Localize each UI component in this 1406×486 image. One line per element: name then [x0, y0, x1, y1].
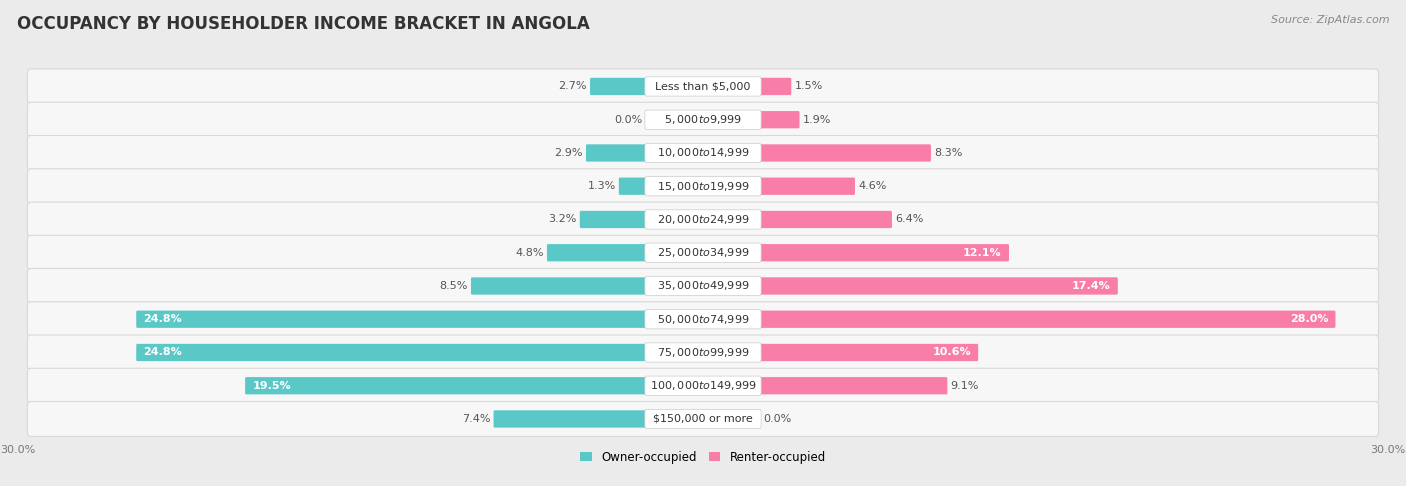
FancyBboxPatch shape	[494, 410, 648, 428]
Text: $150,000 or more: $150,000 or more	[654, 414, 752, 424]
Text: $10,000 to $14,999: $10,000 to $14,999	[657, 146, 749, 159]
FancyBboxPatch shape	[136, 344, 648, 361]
FancyBboxPatch shape	[758, 377, 948, 394]
FancyBboxPatch shape	[27, 102, 1379, 137]
Text: 1.3%: 1.3%	[588, 181, 616, 191]
FancyBboxPatch shape	[27, 69, 1379, 104]
FancyBboxPatch shape	[758, 211, 891, 228]
FancyBboxPatch shape	[27, 202, 1379, 237]
Text: $100,000 to $149,999: $100,000 to $149,999	[650, 379, 756, 392]
Text: 8.3%: 8.3%	[934, 148, 962, 158]
FancyBboxPatch shape	[27, 368, 1379, 403]
FancyBboxPatch shape	[591, 78, 648, 95]
FancyBboxPatch shape	[645, 409, 761, 429]
Text: 1.9%: 1.9%	[803, 115, 831, 125]
FancyBboxPatch shape	[758, 344, 979, 361]
Text: 24.8%: 24.8%	[143, 314, 183, 324]
Text: 2.7%: 2.7%	[558, 82, 586, 91]
Text: 9.1%: 9.1%	[950, 381, 979, 391]
FancyBboxPatch shape	[645, 143, 761, 163]
Text: $5,000 to $9,999: $5,000 to $9,999	[664, 113, 742, 126]
FancyBboxPatch shape	[27, 268, 1379, 303]
Text: 24.8%: 24.8%	[143, 347, 183, 358]
Text: $25,000 to $34,999: $25,000 to $34,999	[657, 246, 749, 259]
Text: 12.1%: 12.1%	[963, 248, 1002, 258]
Text: 1.5%: 1.5%	[794, 82, 823, 91]
FancyBboxPatch shape	[27, 136, 1379, 171]
Text: $50,000 to $74,999: $50,000 to $74,999	[657, 312, 749, 326]
Text: 4.8%: 4.8%	[516, 248, 544, 258]
Text: 10.6%: 10.6%	[932, 347, 972, 358]
Text: 7.4%: 7.4%	[463, 414, 491, 424]
FancyBboxPatch shape	[645, 210, 761, 229]
FancyBboxPatch shape	[27, 401, 1379, 436]
FancyBboxPatch shape	[27, 169, 1379, 204]
Text: 2.9%: 2.9%	[554, 148, 583, 158]
Text: 8.5%: 8.5%	[440, 281, 468, 291]
Text: Less than $5,000: Less than $5,000	[655, 82, 751, 91]
FancyBboxPatch shape	[586, 144, 648, 162]
Text: 0.0%: 0.0%	[763, 414, 792, 424]
FancyBboxPatch shape	[758, 278, 1118, 295]
Text: $35,000 to $49,999: $35,000 to $49,999	[657, 279, 749, 293]
Text: 17.4%: 17.4%	[1071, 281, 1111, 291]
FancyBboxPatch shape	[758, 311, 1336, 328]
FancyBboxPatch shape	[645, 77, 761, 96]
Text: $75,000 to $99,999: $75,000 to $99,999	[657, 346, 749, 359]
FancyBboxPatch shape	[619, 177, 648, 195]
Text: OCCUPANCY BY HOUSEHOLDER INCOME BRACKET IN ANGOLA: OCCUPANCY BY HOUSEHOLDER INCOME BRACKET …	[17, 15, 589, 33]
Text: 6.4%: 6.4%	[896, 214, 924, 225]
FancyBboxPatch shape	[645, 176, 761, 196]
FancyBboxPatch shape	[579, 211, 648, 228]
FancyBboxPatch shape	[547, 244, 648, 261]
FancyBboxPatch shape	[27, 235, 1379, 270]
FancyBboxPatch shape	[27, 302, 1379, 337]
FancyBboxPatch shape	[645, 376, 761, 396]
Text: 3.2%: 3.2%	[548, 214, 576, 225]
FancyBboxPatch shape	[758, 144, 931, 162]
FancyBboxPatch shape	[645, 310, 761, 329]
FancyBboxPatch shape	[245, 377, 648, 394]
FancyBboxPatch shape	[758, 111, 800, 128]
FancyBboxPatch shape	[645, 110, 761, 129]
FancyBboxPatch shape	[758, 78, 792, 95]
FancyBboxPatch shape	[471, 278, 648, 295]
Text: 19.5%: 19.5%	[252, 381, 291, 391]
Text: 28.0%: 28.0%	[1289, 314, 1329, 324]
FancyBboxPatch shape	[645, 343, 761, 362]
FancyBboxPatch shape	[758, 244, 1010, 261]
Text: $15,000 to $19,999: $15,000 to $19,999	[657, 180, 749, 193]
FancyBboxPatch shape	[27, 335, 1379, 370]
FancyBboxPatch shape	[645, 277, 761, 295]
Text: $20,000 to $24,999: $20,000 to $24,999	[657, 213, 749, 226]
Text: 4.6%: 4.6%	[858, 181, 886, 191]
Legend: Owner-occupied, Renter-occupied: Owner-occupied, Renter-occupied	[575, 446, 831, 469]
Text: Source: ZipAtlas.com: Source: ZipAtlas.com	[1271, 15, 1389, 25]
FancyBboxPatch shape	[758, 177, 855, 195]
FancyBboxPatch shape	[645, 243, 761, 262]
Text: 0.0%: 0.0%	[614, 115, 643, 125]
FancyBboxPatch shape	[136, 311, 648, 328]
